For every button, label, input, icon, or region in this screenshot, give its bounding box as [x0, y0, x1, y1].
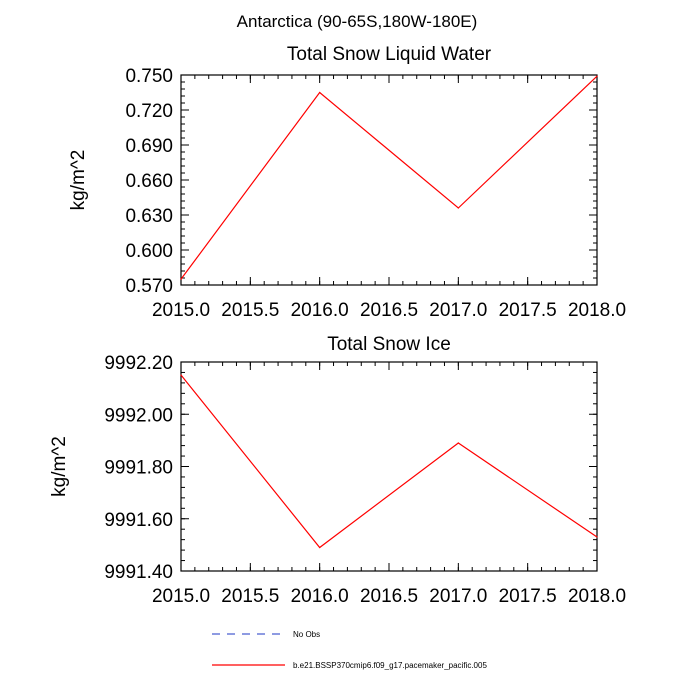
data-point: [319, 546, 321, 549]
data-point: [180, 278, 182, 280]
data-point: [319, 91, 321, 94]
page-title: Antarctica (90-65S,180W-180E): [237, 12, 478, 31]
legend-obs-label: No Obs: [293, 630, 320, 639]
y-tick-label: 9991.60: [104, 510, 173, 531]
x-tick-label: 2017.0: [429, 586, 487, 607]
y-tick-label: 9992.20: [104, 353, 173, 374]
x-tick-label: 2016.5: [360, 300, 418, 321]
y-axis-label: kg/m^2: [49, 436, 70, 497]
data-point: [180, 374, 182, 376]
y-tick-label: 0.690: [125, 136, 173, 157]
panel-total-snow-liquid-water: Total Snow Liquid Water kg/m^2 2015.0 2015.…: [68, 44, 626, 321]
y-tick-label: 0.630: [125, 206, 173, 227]
x-tick-label: 2017.5: [499, 300, 557, 321]
plot-frame: [180, 361, 598, 572]
y-tick-label: 9991.80: [104, 458, 173, 479]
chart-title: Total Snow Liquid Water: [287, 44, 492, 65]
y-tick-label: 0.750: [125, 66, 173, 87]
x-tick-label: 2016.0: [291, 300, 349, 321]
plot-frame: [180, 74, 598, 286]
data-point: [596, 75, 598, 77]
y-tick-label: 0.660: [125, 171, 173, 192]
x-tick-label: 2015.5: [221, 300, 279, 321]
x-tick-label: 2016.0: [291, 586, 349, 607]
y-tick-label: 9992.00: [104, 405, 173, 426]
series-line-model: [180, 374, 598, 549]
x-tick-label: 2015.5: [221, 586, 279, 607]
y-tick-label: 9991.40: [104, 562, 173, 583]
x-tick-label: 2016.5: [360, 586, 418, 607]
x-tick-label: 2018.0: [568, 586, 626, 607]
legend-model-label: b.e21.BSSP370cmip6.f09_g17.pacemaker_pac…: [293, 661, 487, 670]
data-point: [457, 207, 459, 209]
x-tick-label: 2017.0: [429, 300, 487, 321]
panel-total-snow-ice: Total Snow Ice kg/m^2 2015.0 2015.5 2016.0 20…: [49, 334, 626, 607]
data-point: [457, 442, 459, 444]
y-tick-label: 0.600: [125, 241, 173, 262]
x-tick-label: 2018.0: [568, 300, 626, 321]
y-axis-label: kg/m^2: [68, 150, 89, 211]
y-tick-label: 0.720: [125, 101, 173, 122]
x-tick-label: 2015.0: [152, 300, 210, 321]
x-tick-label: 2017.5: [499, 586, 557, 607]
series-line-model: [180, 75, 598, 280]
data-point: [596, 536, 598, 538]
y-tick-label: 0.570: [125, 276, 173, 297]
x-tick-label: 2015.0: [152, 586, 210, 607]
chart-title: Total Snow Ice: [327, 334, 451, 355]
legend: No Obs b.e21.BSSP370cmip6.f09_g17.pacema…: [212, 630, 487, 670]
